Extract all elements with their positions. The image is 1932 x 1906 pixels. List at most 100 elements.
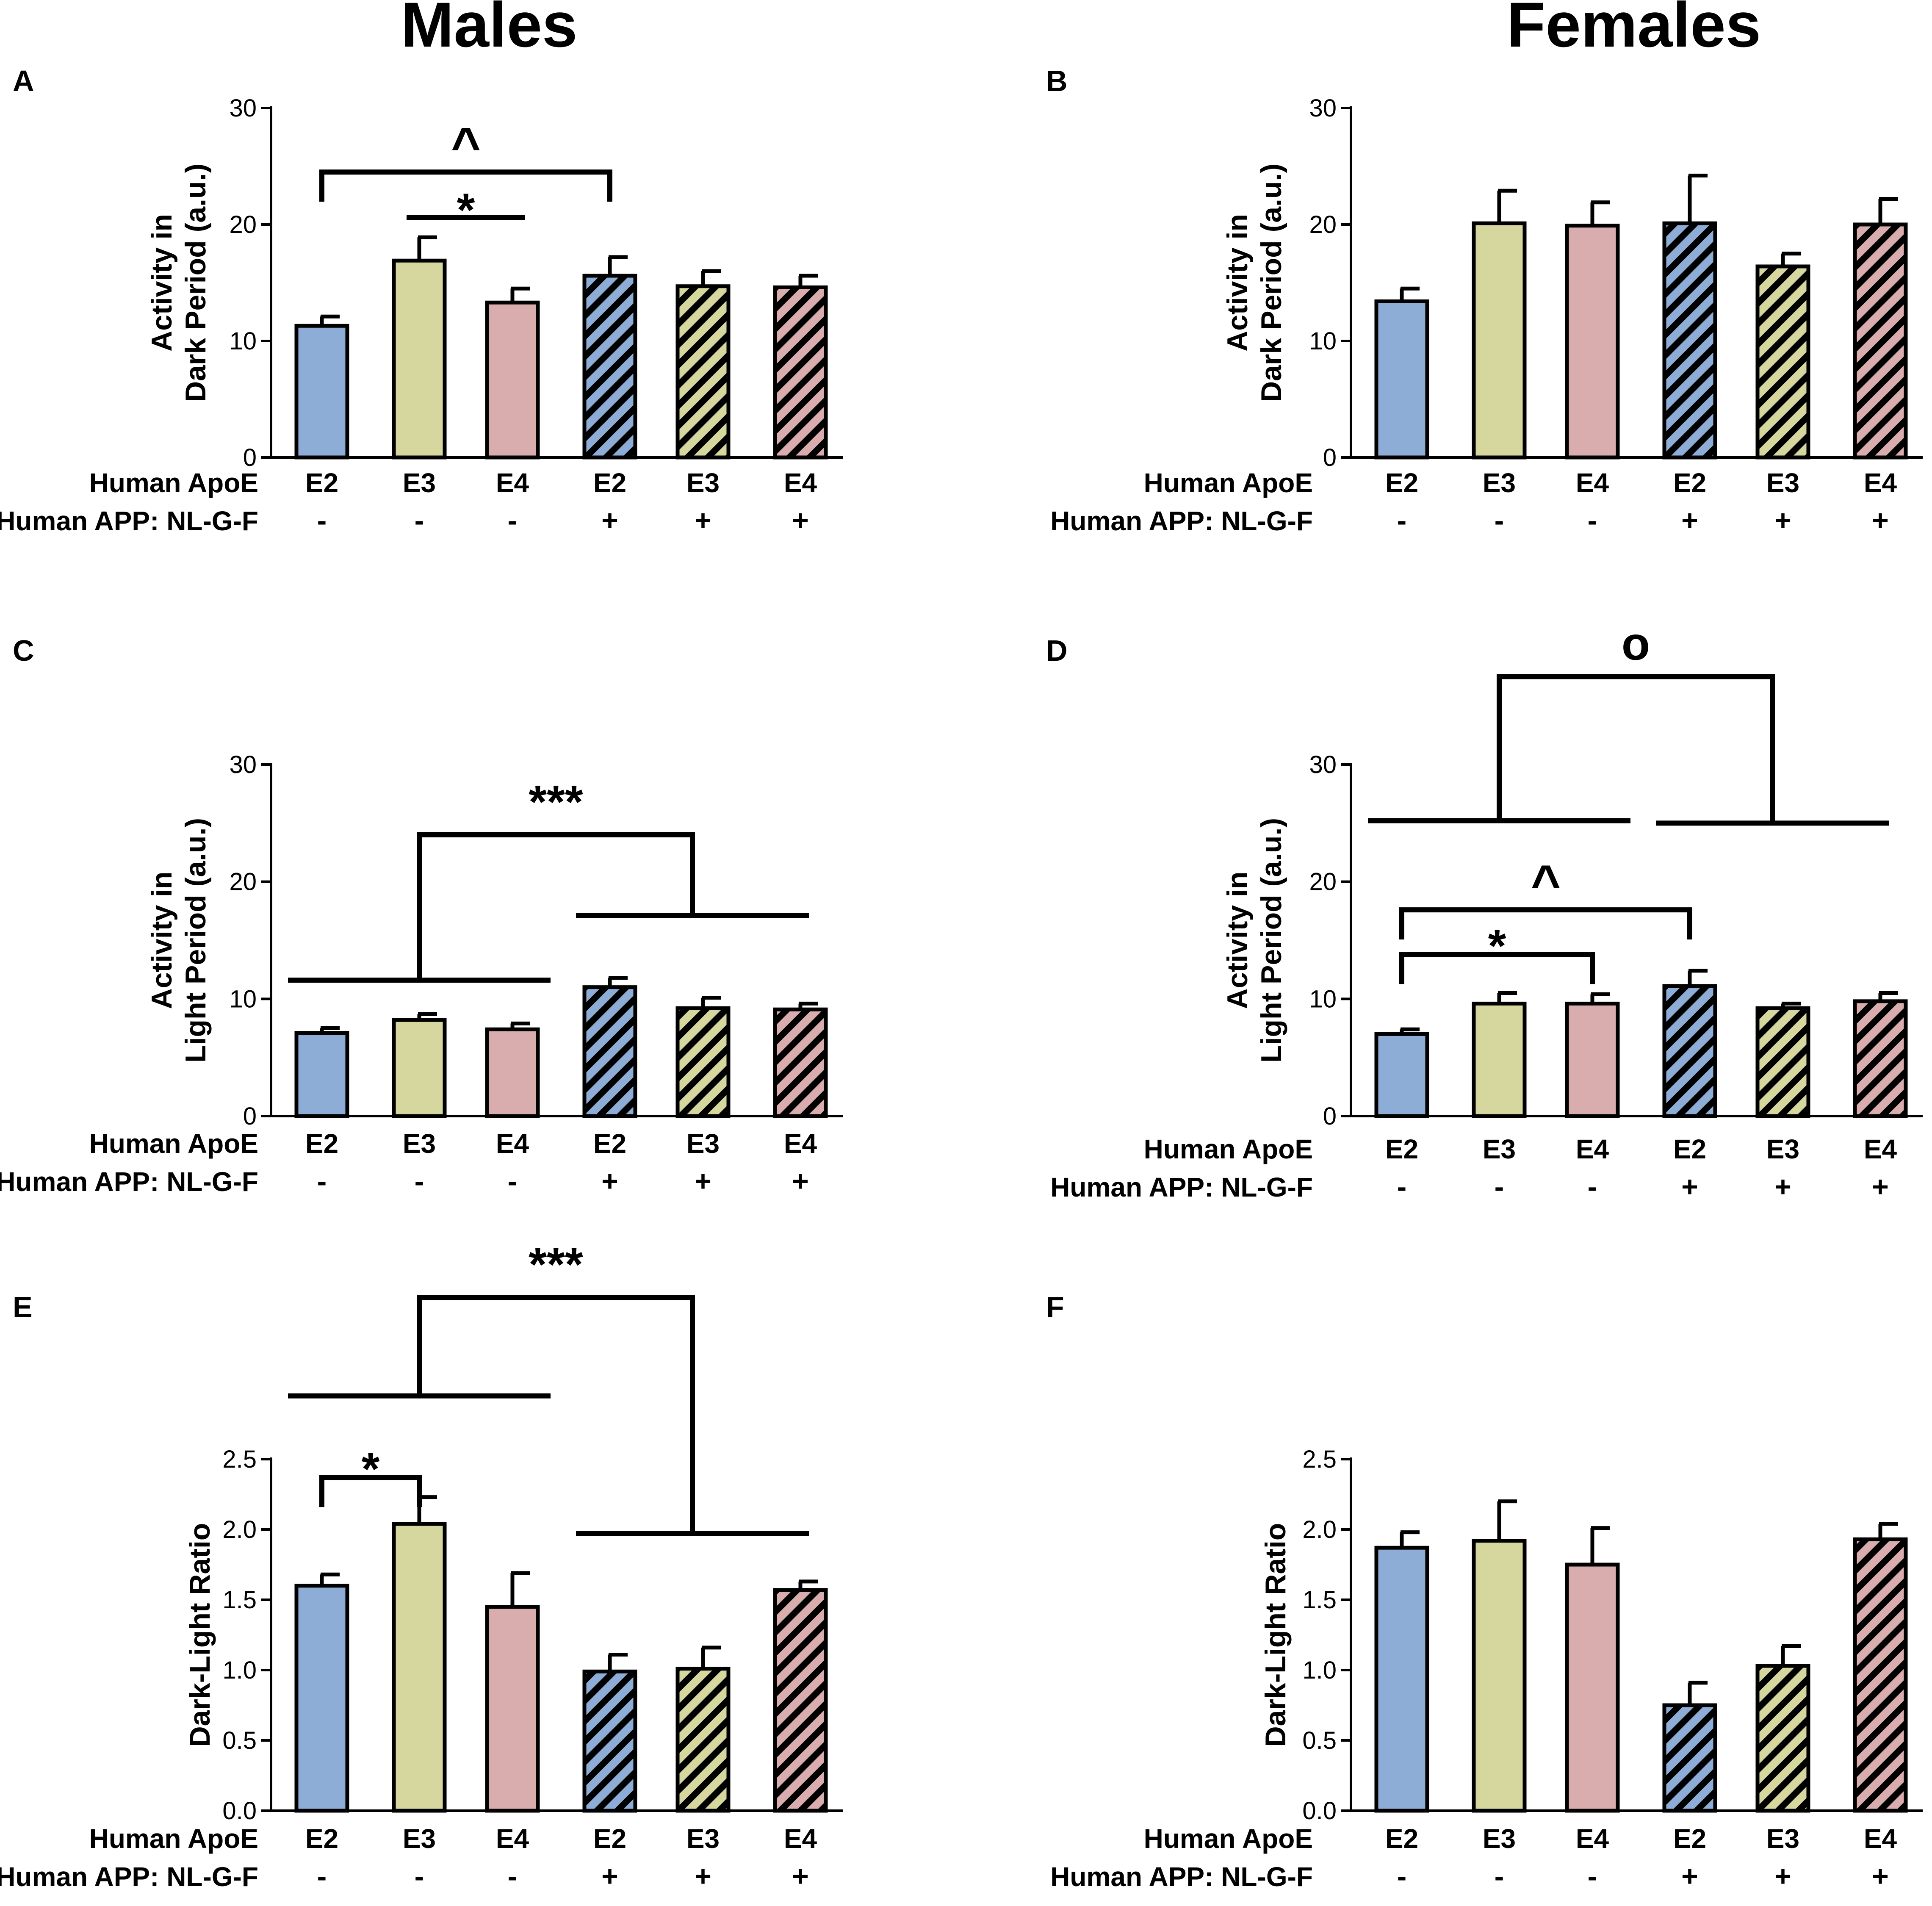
x-tick-label-app: - <box>1588 504 1597 537</box>
x-tick-label-app: + <box>792 504 809 537</box>
panel-a: A Activity in Dark Period (a.u.) 0 10 20 30 Hum… <box>0 64 843 537</box>
x-tick-label-app: - <box>415 1165 424 1197</box>
x-tick-label-app: + <box>601 1165 618 1197</box>
y-tick-label: 20 <box>229 211 257 238</box>
significance-symbol: *** <box>529 776 583 828</box>
x-tick-label-app: - <box>508 504 518 537</box>
significance-symbol: * <box>362 1443 380 1495</box>
y-axis-label: Dark Period (a.u.) <box>180 163 212 402</box>
x-tick-label-apoe: E3 <box>1483 1134 1516 1164</box>
x-tick-label-app: + <box>792 1860 809 1892</box>
bar-e2-app-neg <box>294 1584 349 1813</box>
y-axis-label: Dark Period (a.u.) <box>1255 163 1287 402</box>
x-tick-label-app: - <box>1495 504 1504 537</box>
y-tick-label: 10 <box>229 327 257 355</box>
x-tick-label-apoe: E2 <box>305 1128 338 1159</box>
y-tick-label: 30 <box>229 751 257 778</box>
row-label-app: Human APP: NL-G-F <box>1050 1172 1313 1202</box>
bar-e2-app-pos <box>582 274 637 460</box>
x-tick-label-apoe: E2 <box>1385 1823 1418 1854</box>
panel-letter: E <box>13 1291 33 1324</box>
bar-e4-app-pos <box>773 1588 828 1813</box>
y-axis-label: Activity in <box>146 214 178 352</box>
row-label-app: Human APP: NL-G-F <box>0 506 258 536</box>
x-tick-label-apoe: E4 <box>496 1128 529 1159</box>
x-tick-label-app: - <box>508 1165 518 1197</box>
bar-e3-app-neg <box>392 1522 447 1813</box>
y-axis-label: Activity in <box>1221 214 1254 352</box>
y-tick-label: 2.5 <box>1302 1446 1337 1473</box>
x-tick-label-apoe: E3 <box>1766 1823 1799 1854</box>
y-tick-label: 2.5 <box>222 1446 257 1473</box>
y-tick-label: 20 <box>1309 211 1337 238</box>
x-tick-label-apoe: E3 <box>403 468 436 498</box>
y-tick-label: 30 <box>1309 94 1337 122</box>
row-label-app: Human APP: NL-G-F <box>1050 1862 1313 1892</box>
panel-e: E Dark-Light Ratio 0.0 0.5 1.0 1.5 2.0 2.5 Human… <box>0 1238 843 1892</box>
bar-e4-app-neg <box>485 1605 540 1813</box>
significance-annotation: ^ <box>1399 855 1692 940</box>
x-tick-label-app: + <box>1872 504 1889 537</box>
group-bracket <box>417 1295 695 1534</box>
significance-bracket <box>319 169 612 202</box>
x-tick-label-apoe: E4 <box>496 1823 529 1854</box>
x-tick-label-apoe: E4 <box>784 1823 817 1854</box>
x-tick-label-apoe: E3 <box>1766 468 1799 498</box>
x-tick-label-app: + <box>1681 1860 1698 1892</box>
row-label-apoe: Human ApoE <box>89 468 258 498</box>
y-tick-label: 2.0 <box>1302 1516 1337 1543</box>
x-tick-label-apoe: E4 <box>784 468 817 498</box>
x-tick-label-apoe: E2 <box>305 1823 338 1854</box>
y-tick-label: 10 <box>229 985 257 1013</box>
bar-e4-app-pos <box>1853 999 1908 1118</box>
x-tick-label-app: - <box>1495 1171 1504 1203</box>
significance-symbol: *** <box>529 1238 583 1291</box>
x-tick-label-apoe: E3 <box>1766 1134 1799 1164</box>
x-tick-label-apoe: E2 <box>1673 468 1706 498</box>
x-tick-label-app: + <box>601 504 618 537</box>
y-tick-label: 0.0 <box>222 1797 257 1825</box>
bar-e4-app-pos <box>773 285 828 460</box>
significance-symbol: * <box>1488 920 1506 972</box>
significance-annotation: * <box>1399 920 1595 984</box>
panel-f: F Dark-Light Ratio 0.0 0.5 1.0 1.5 2.0 2.5 Human… <box>1046 1291 1923 1892</box>
significance-annotation: * <box>319 1443 422 1507</box>
x-tick-label-app: - <box>1397 1860 1407 1892</box>
x-tick-label-app: + <box>1872 1171 1889 1203</box>
bar-e4-app-neg <box>1565 1001 1620 1118</box>
row-label-apoe: Human ApoE <box>1144 1823 1313 1854</box>
bar-e3-app-neg <box>1472 221 1527 460</box>
y-axis-label: Light Period (a.u.) <box>180 818 212 1063</box>
y-tick-label: 1.0 <box>1302 1657 1337 1684</box>
y-axis-label: Light Period (a.u.) <box>1255 818 1287 1063</box>
row-label-apoe: Human ApoE <box>89 1823 258 1854</box>
y-tick-label: 1.5 <box>222 1586 257 1614</box>
x-tick-label-apoe: E3 <box>1483 1823 1516 1854</box>
bar-e2-app-neg <box>294 324 349 460</box>
bar-e3-app-neg <box>392 1018 447 1118</box>
y-tick-label: 1.0 <box>222 1657 257 1684</box>
panel-c: C Activity in Light Period (a.u.) 0 10 20 30 Hu… <box>0 634 843 1197</box>
significance-symbol: * <box>457 184 475 236</box>
bar-e4-app-neg <box>1565 1562 1620 1813</box>
x-tick-label-apoe: E2 <box>1673 1823 1706 1854</box>
row-label-apoe: Human ApoE <box>89 1128 258 1159</box>
x-tick-label-app: + <box>1872 1860 1889 1892</box>
bar-e4-app-neg <box>1565 224 1620 460</box>
x-tick-label-app: - <box>415 504 424 537</box>
y-axis-label: Activity in <box>146 872 178 1009</box>
x-tick-label-apoe: E3 <box>403 1128 436 1159</box>
panel-letter: B <box>1046 64 1068 97</box>
bar-e4-app-neg <box>485 1027 540 1118</box>
y-tick-label: 20 <box>229 868 257 896</box>
bar-e3-app-pos <box>1755 1006 1810 1118</box>
x-tick-label-app: + <box>792 1165 809 1197</box>
x-tick-label-app: - <box>1588 1860 1597 1892</box>
x-tick-label-apoe: E2 <box>1385 1134 1418 1164</box>
x-tick-label-apoe: E4 <box>784 1128 817 1159</box>
bar-e3-app-neg <box>392 258 447 460</box>
y-tick-label: 30 <box>229 94 257 122</box>
significance-bracket <box>319 1475 422 1507</box>
